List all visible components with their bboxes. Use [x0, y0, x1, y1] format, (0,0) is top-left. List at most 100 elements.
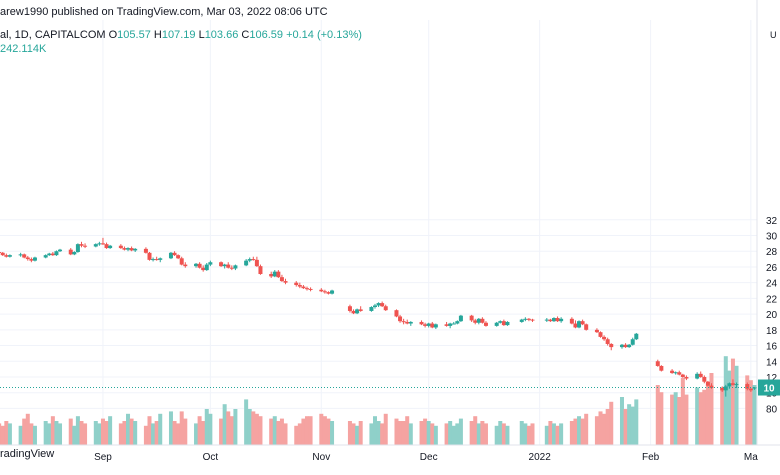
volume-bar	[498, 421, 503, 445]
volume-bar	[709, 373, 714, 445]
volume-bar	[158, 413, 163, 445]
candle-body	[129, 248, 134, 251]
candle-body	[147, 252, 152, 260]
volume-bar	[122, 421, 127, 445]
candle-body	[351, 310, 356, 314]
symbol-legend: al, 1D, CAPITALCOM O105.57 H107.19 L103.…	[0, 29, 362, 41]
volume-bar	[0, 425, 5, 445]
candle-body	[709, 385, 714, 388]
volume-bar	[723, 356, 728, 445]
candle-body	[630, 339, 635, 345]
volume-bar	[104, 421, 109, 445]
volume-bar	[476, 423, 481, 445]
change-value: +0.14 (+0.13%)	[286, 29, 362, 41]
candle-body	[68, 249, 73, 255]
volume-bar	[398, 421, 403, 445]
x-tick-label: Ma	[744, 452, 758, 463]
candle-body	[469, 315, 474, 321]
candle-body	[523, 318, 528, 320]
volume-bar	[233, 409, 238, 445]
volume-bar	[659, 392, 664, 445]
candle-body	[401, 321, 406, 323]
candle-body	[358, 309, 363, 311]
volume-bar	[577, 416, 582, 445]
volume-bar	[458, 418, 463, 445]
candle-body	[100, 243, 105, 245]
volume-bar	[147, 416, 152, 445]
candle-body	[54, 251, 59, 256]
volume-bar	[548, 421, 553, 445]
candle-body	[659, 365, 664, 371]
volume-bar	[279, 418, 284, 445]
volume-bar	[383, 413, 388, 445]
open-label: O	[108, 29, 118, 41]
close-value: 106.59	[249, 29, 284, 41]
candle-body	[72, 252, 77, 255]
candle-body	[201, 267, 206, 271]
volume-bar	[594, 416, 599, 445]
volume-bar	[530, 423, 535, 445]
candle-body	[752, 387, 757, 389]
candle-body	[204, 264, 209, 271]
y-tick-label: 20	[766, 310, 778, 321]
volume-bar	[677, 397, 682, 445]
volume-bar	[405, 416, 410, 445]
volume-bar	[258, 416, 263, 445]
volume-bar	[4, 421, 9, 445]
y-tick-label: 22	[766, 294, 778, 305]
volume-bar	[276, 421, 281, 445]
y-tick-label: 16	[766, 342, 778, 353]
volume-bar	[401, 421, 406, 445]
candle-body	[226, 264, 231, 268]
volume-bar	[623, 409, 628, 445]
volume-bar	[523, 423, 528, 445]
candle-body	[126, 248, 131, 250]
volume-bar	[580, 418, 585, 445]
y-tick-label: 12	[766, 373, 778, 384]
volume-bar	[501, 423, 506, 445]
volume-bar	[598, 411, 603, 445]
candle-body	[476, 318, 481, 323]
candle-body	[197, 263, 202, 268]
candle-body	[748, 388, 753, 391]
candle-body	[594, 329, 599, 333]
volume-bar	[351, 423, 356, 445]
candle-body	[222, 264, 227, 267]
volume-bar	[748, 380, 753, 445]
volume-bar	[32, 425, 37, 445]
volume-bar	[444, 423, 449, 445]
candle-body	[408, 321, 413, 324]
candle-body	[276, 271, 281, 278]
volume-bar	[219, 418, 224, 445]
y-tick-label: 28	[766, 247, 778, 258]
candle-body	[154, 259, 159, 261]
candle-body	[548, 319, 553, 322]
volume-bar	[29, 423, 34, 445]
volume-bar	[433, 425, 438, 445]
candle-body	[168, 252, 173, 259]
candle-body	[219, 262, 224, 267]
candle-body	[194, 263, 199, 267]
candle-body	[369, 307, 374, 311]
volume-bar	[559, 423, 564, 445]
volume-bar	[752, 385, 757, 445]
volume-bar	[244, 399, 249, 445]
candle-body	[376, 303, 381, 306]
x-tick-label: Oct	[203, 452, 219, 463]
volume-bar	[419, 421, 424, 445]
candle-body	[473, 320, 478, 323]
candle-body	[458, 315, 463, 322]
candle-body	[505, 321, 510, 326]
volume-bar	[480, 421, 485, 445]
volume-bar	[655, 385, 660, 445]
volume-bar	[47, 423, 52, 445]
candle-body	[745, 384, 750, 389]
volume-bar	[322, 416, 327, 445]
volume-bar	[308, 416, 313, 445]
candle-body	[544, 319, 549, 321]
candle-body	[247, 259, 252, 261]
high-value: 107.19	[161, 29, 196, 41]
x-tick-label: Nov	[312, 452, 330, 463]
volume-bar	[380, 423, 385, 445]
